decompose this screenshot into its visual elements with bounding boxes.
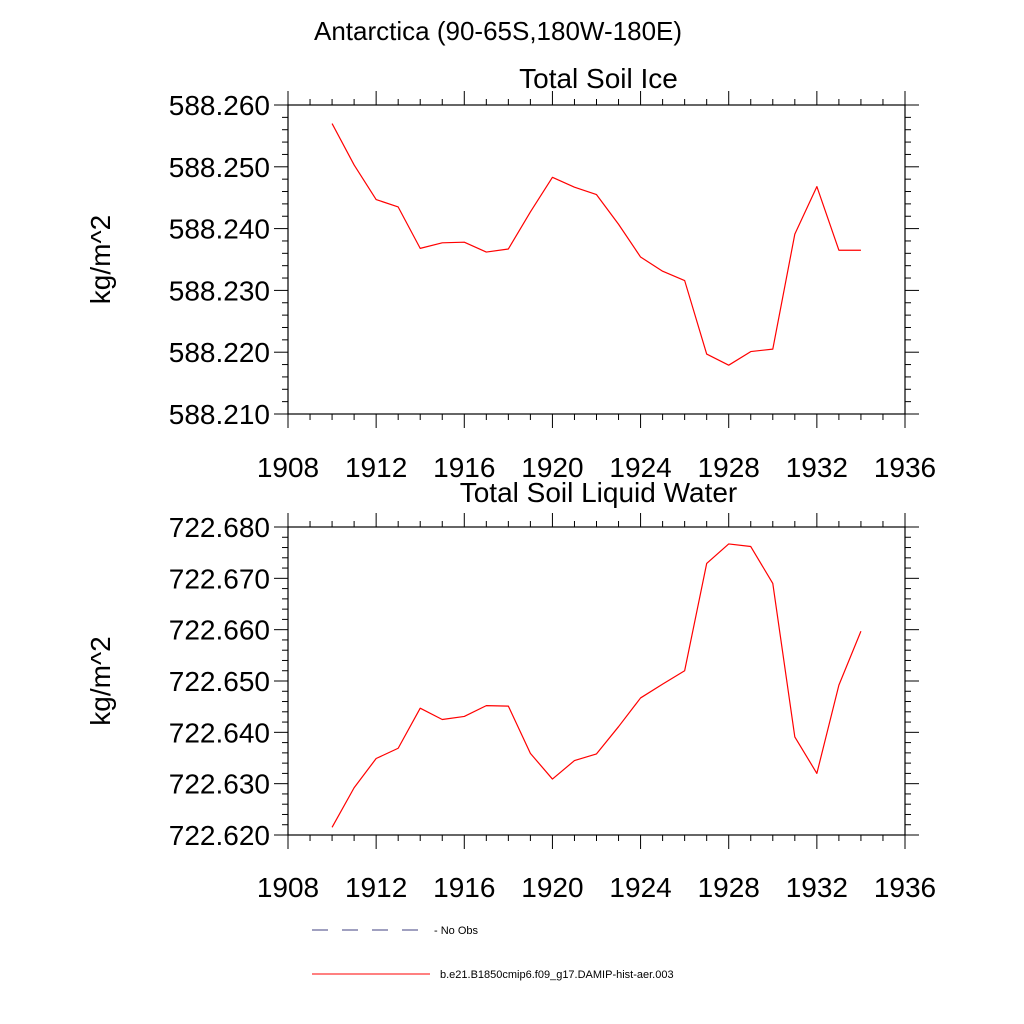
region-title: Antarctica (90-65S,180W-180E) [314, 16, 683, 46]
plot-frame [287, 104, 906, 415]
chart-panel-1: Total Soil Ice kg/m^2 1908 1912 1916 1920 1924… [85, 63, 936, 483]
x-tick-label: 1932 [786, 872, 848, 903]
x-tick-label: 1916 [433, 452, 495, 483]
x-tick-label: 1908 [257, 452, 319, 483]
x-tick-label: 1912 [345, 452, 407, 483]
y-tick-label: 722.670 [169, 563, 270, 594]
y-tick-label: 588.230 [169, 275, 270, 306]
x-tick-label: 1928 [698, 452, 760, 483]
x-tick-label: 1912 [345, 872, 407, 903]
y-tick-label: 588.240 [169, 214, 270, 245]
chart-title: Total Soil Ice [519, 63, 678, 94]
y-tick-label: 588.260 [169, 90, 270, 121]
series-line [331, 543, 862, 828]
y-tick-label: 588.250 [169, 152, 270, 183]
legend: - No Obs b.e21.B1850cmip6.f09_g17.DAMIP-h… [312, 925, 674, 981]
y-tick-label: 588.210 [169, 399, 270, 430]
legend-label: - No Obs [434, 925, 479, 937]
y-tick-label: 722.650 [169, 666, 270, 697]
x-tick-label: 1936 [874, 452, 936, 483]
chart-title: Total Soil Liquid Water [460, 477, 738, 508]
y-tick-label: 588.220 [169, 337, 270, 368]
plot-frame [287, 526, 906, 836]
y-tick-label: 722.640 [169, 717, 270, 748]
series-line [331, 123, 861, 366]
x-tick-label: 1932 [786, 452, 848, 483]
x-tick-label: 1924 [609, 452, 671, 483]
x-tick-label: 1936 [874, 872, 936, 903]
y-tick-label: 722.620 [169, 820, 270, 851]
y-tick-label: 722.660 [169, 615, 270, 646]
x-tick-label: 1916 [433, 872, 495, 903]
legend-label: b.e21.B1850cmip6.f09_g17.DAMIP-hist-aer.… [440, 969, 674, 981]
y-tick-label: 722.630 [169, 769, 270, 800]
x-tick-label: 1920 [521, 872, 583, 903]
x-tick-label: 1924 [609, 872, 671, 903]
x-tick-label: 1908 [257, 872, 319, 903]
x-tick-label: 1928 [698, 872, 760, 903]
y-tick-label: 722.680 [169, 512, 270, 543]
chart-panel-2: Total Soil Liquid Water kg/m^2 1908 1912 191… [85, 477, 936, 903]
x-tick-label: 1920 [521, 452, 583, 483]
y-axis-label: kg/m^2 [85, 636, 116, 725]
y-axis-label: kg/m^2 [85, 215, 116, 304]
